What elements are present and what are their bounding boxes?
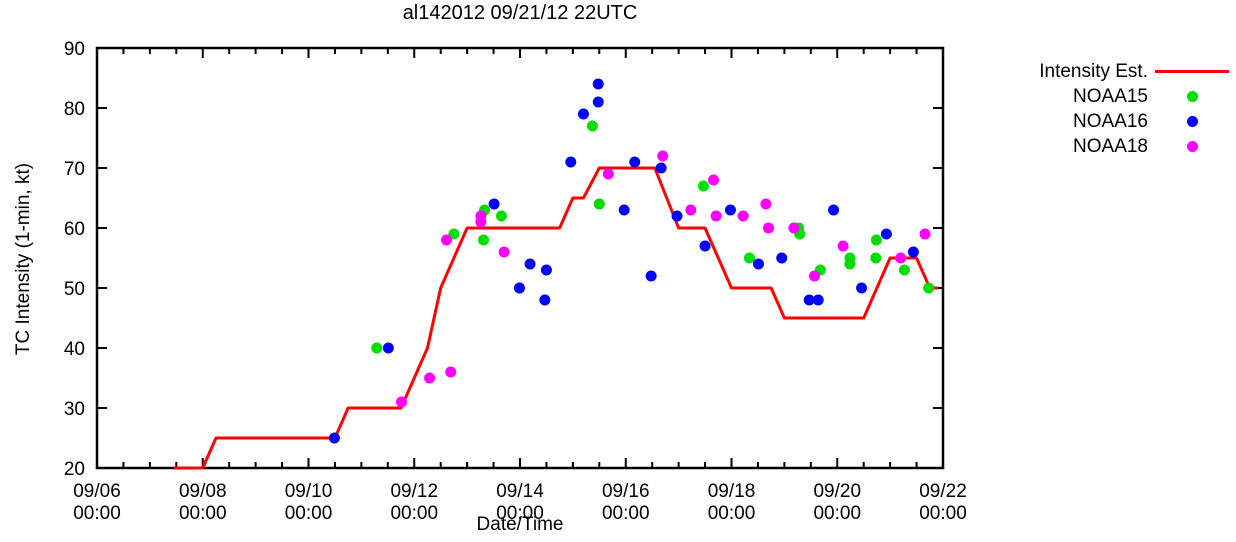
- svg-text:00:00: 00:00: [179, 503, 227, 524]
- legend-label-intensity: Intensity Est.: [1039, 60, 1148, 82]
- legend-row-noaa16: NOAA16: [1002, 109, 1236, 134]
- svg-text:00:00: 00:00: [602, 503, 650, 524]
- svg-text:60: 60: [64, 219, 85, 240]
- svg-text:00:00: 00:00: [73, 503, 121, 524]
- svg-text:90: 90: [64, 39, 85, 60]
- legend: Intensity Est. NOAA15 NOAA16 NOAA18: [1002, 59, 1236, 159]
- chart-title: al142012 09/21/12 22UTC: [402, 2, 638, 24]
- legend-row-noaa15: NOAA15: [1002, 84, 1236, 109]
- blue-dot-icon: [1186, 116, 1198, 127]
- svg-text:09/14: 09/14: [496, 481, 544, 502]
- svg-text:00:00: 00:00: [813, 503, 861, 524]
- svg-text:00:00: 00:00: [390, 503, 438, 524]
- svg-text:20: 20: [64, 459, 85, 480]
- svg-text:00:00: 00:00: [919, 503, 967, 524]
- svg-text:00:00: 00:00: [496, 503, 544, 524]
- intensity-line-sample: [1148, 70, 1236, 73]
- svg-text:09/12: 09/12: [390, 481, 438, 502]
- svg-text:09/20: 09/20: [813, 481, 861, 502]
- svg-text:70: 70: [64, 159, 85, 180]
- red-line-icon: [1155, 70, 1229, 73]
- svg-text:09/18: 09/18: [708, 481, 756, 502]
- svg-text:09/06: 09/06: [73, 481, 121, 502]
- green-dot-icon: [1186, 91, 1198, 102]
- legend-label-noaa18: NOAA18: [1073, 135, 1148, 157]
- svg-text:30: 30: [64, 399, 85, 420]
- svg-text:09/22: 09/22: [919, 481, 967, 502]
- legend-row-intensity: Intensity Est.: [1002, 59, 1236, 84]
- svg-text:80: 80: [64, 99, 85, 120]
- magenta-dot-icon: [1186, 141, 1198, 152]
- x-axis-title: Date/Time: [476, 514, 564, 535]
- svg-text:40: 40: [64, 339, 85, 360]
- noaa16-sample: [1148, 116, 1236, 127]
- svg-text:50: 50: [64, 279, 85, 300]
- legend-label-noaa15: NOAA15: [1073, 85, 1148, 107]
- legend-label-noaa16: NOAA16: [1073, 110, 1148, 132]
- svg-text:00:00: 00:00: [708, 503, 756, 524]
- svg-text:00:00: 00:00: [285, 503, 333, 524]
- legend-row-noaa18: NOAA18: [1002, 134, 1236, 159]
- svg-text:09/10: 09/10: [285, 481, 333, 502]
- svg-text:09/08: 09/08: [179, 481, 227, 502]
- noaa18-sample: [1148, 141, 1236, 152]
- noaa15-sample: [1148, 91, 1236, 102]
- svg-text:09/16: 09/16: [602, 481, 650, 502]
